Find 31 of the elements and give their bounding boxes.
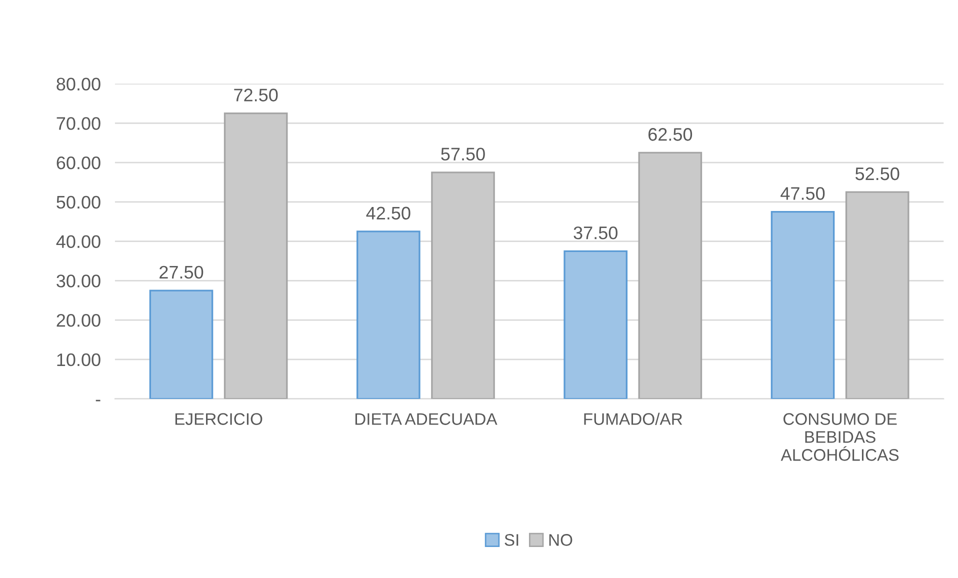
y-tick-label: 30.00 xyxy=(56,274,100,288)
bar xyxy=(564,250,628,399)
legend-label: SI xyxy=(504,534,518,546)
data-label: 62.50 xyxy=(648,128,692,141)
data-label: 72.50 xyxy=(234,88,278,102)
bar xyxy=(638,152,702,399)
bar xyxy=(356,230,420,399)
bar xyxy=(431,172,495,399)
y-tick-label: - xyxy=(96,400,100,402)
data-label: 27.50 xyxy=(160,266,204,279)
y-tick-label: 80.00 xyxy=(56,78,100,91)
x-tick-label: CONSUMO DE BEBIDAS ALCOHÓLICAS xyxy=(780,413,899,461)
bar xyxy=(149,290,214,399)
y-tick-label: 50.00 xyxy=(56,196,100,209)
y-tick-label: 20.00 xyxy=(56,314,100,327)
data-label: 47.50 xyxy=(780,187,825,200)
data-label: 37.50 xyxy=(574,226,618,240)
bar xyxy=(845,191,910,399)
legend-label: NO xyxy=(549,534,572,546)
data-label: 42.50 xyxy=(366,206,410,220)
y-tick-label: 40.00 xyxy=(56,235,100,248)
x-tick-label: DIETA ADECUADA xyxy=(355,413,498,425)
bar xyxy=(224,112,288,399)
y-tick-label: 10.00 xyxy=(57,353,100,366)
data-label: 52.50 xyxy=(855,167,900,180)
x-tick-label: FUMADO/AR xyxy=(584,412,682,425)
y-tick-label: 70.00 xyxy=(56,117,100,130)
y-tick-label: 60.00 xyxy=(56,156,100,170)
data-label: 57.50 xyxy=(441,148,485,161)
x-tick-label: EJERCICIO xyxy=(175,413,262,425)
bar xyxy=(770,210,835,399)
